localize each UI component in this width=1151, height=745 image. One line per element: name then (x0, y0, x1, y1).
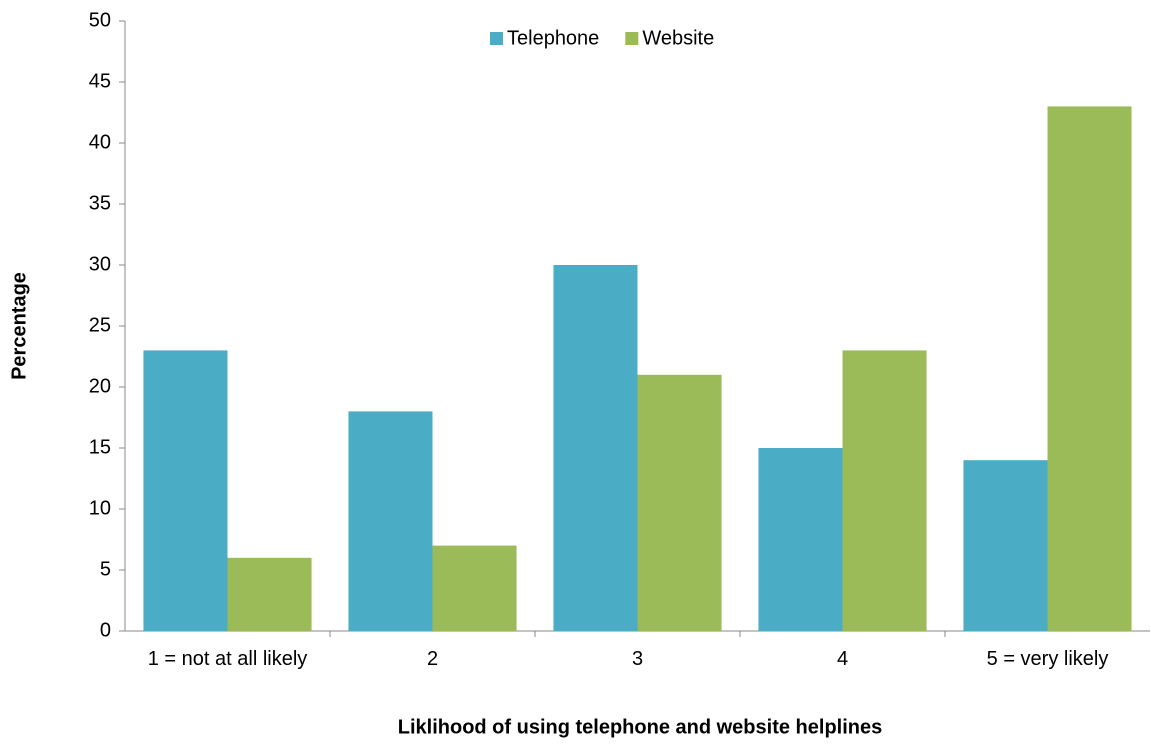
legend-swatch (490, 32, 503, 45)
x-tick-label: 4 (836, 648, 849, 670)
x-tick-label: 3 (631, 648, 644, 670)
y-tick-label: 0 (100, 619, 111, 641)
bar (143, 350, 228, 631)
bar (758, 448, 843, 631)
legend-swatch (625, 32, 639, 45)
y-tick-label: 5 (100, 558, 111, 580)
y-tick-label: 40 (89, 131, 111, 153)
bar (1047, 106, 1132, 631)
legend-label: Website (642, 27, 714, 49)
x-tick-label: 5 = very likely (986, 648, 1109, 670)
y-tick-label: 50 (89, 9, 111, 31)
x-tick-label: 2 (426, 648, 439, 670)
bar (348, 411, 433, 631)
bar (227, 557, 312, 631)
bar (963, 460, 1048, 631)
legend-label: Telephone (507, 27, 599, 49)
y-tick-label: 45 (89, 70, 111, 92)
y-tick-label: 25 (89, 314, 111, 336)
y-tick-label: 35 (89, 192, 111, 214)
bar (553, 265, 638, 631)
bar (637, 374, 722, 631)
y-tick-label: 15 (89, 436, 111, 458)
y-tick-label: 30 (89, 253, 111, 275)
x-tick-label: 1 = not at all likely (147, 648, 308, 670)
x-axis-label: Liklihood of using telephone and website… (398, 716, 882, 738)
y-tick-label: 20 (89, 375, 111, 397)
y-tick-label: 10 (89, 497, 111, 519)
bar (432, 545, 517, 631)
bar (842, 350, 927, 631)
y-axis-label: Percentage (8, 272, 30, 380)
